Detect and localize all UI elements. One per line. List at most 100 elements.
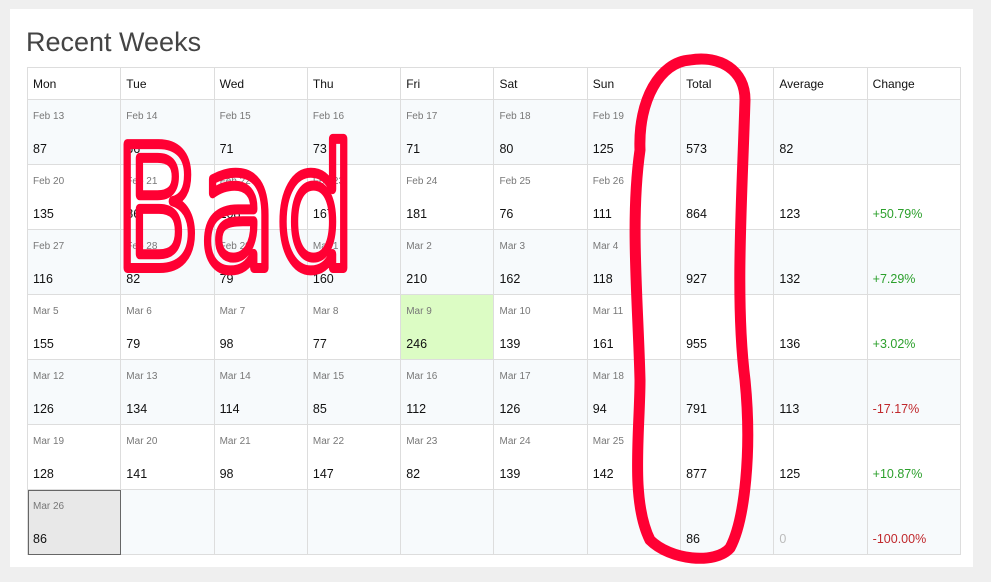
value: 77: [312, 337, 327, 351]
date-label: Mar 3: [499, 241, 526, 252]
date-label: Feb 17: [406, 111, 438, 122]
value: 877: [686, 467, 707, 481]
date-label: Mar 15: [312, 371, 345, 382]
value: 86: [686, 532, 700, 546]
day-cell: Mar 16 112: [400, 359, 495, 425]
date-label: Mar 14: [219, 371, 251, 382]
average-cell: 82: [773, 99, 868, 165]
value: 79: [126, 337, 141, 351]
date-label: Mar 21: [219, 436, 251, 447]
day-cell: Feb 14 66: [120, 99, 215, 165]
value: 98: [219, 467, 234, 481]
value: 94: [592, 402, 607, 416]
value: 113: [779, 402, 800, 416]
day-cell: Mar 25 142: [586, 424, 682, 490]
day-cell: Feb 24 181: [400, 164, 495, 230]
change-cell: +50.79%: [866, 164, 962, 230]
average-cell: 125: [773, 424, 868, 490]
average-cell: 132: [773, 229, 868, 295]
day-cell: Mar 3 162: [493, 229, 588, 295]
change-cell: +10.87%: [866, 424, 962, 490]
date-label: Feb 29: [219, 241, 251, 252]
day-cell: Mar 8 77: [306, 294, 402, 360]
date-label: Feb 26: [592, 176, 624, 187]
date-label: Feb 18: [499, 111, 531, 122]
date-label: Feb 15: [219, 111, 251, 122]
week-row: Mar 26 86 86 0 -100.00%: [26, 489, 962, 555]
average-cell: 0: [773, 489, 868, 555]
empty-day-cell: [120, 489, 215, 555]
value: 147: [312, 467, 334, 481]
day-cell: Feb 15 71: [213, 99, 308, 165]
value: 132: [779, 272, 801, 286]
day-cell: Feb 19 125: [586, 99, 682, 165]
day-cell: Mar 6 79: [120, 294, 215, 360]
date-label: Mar 18: [592, 371, 624, 382]
value: 112: [406, 402, 427, 416]
value: 160: [312, 272, 334, 286]
day-cell: Mar 24 139: [493, 424, 588, 490]
value: 71: [406, 142, 421, 156]
week-row: Feb 20 135 Feb 21 86 Feb 22 108 Feb 23 167 Feb 2…: [26, 164, 962, 230]
date-label: Feb 25: [499, 176, 531, 187]
value: 108: [219, 207, 241, 221]
date-label: Mar 4: [592, 241, 619, 252]
week-row: Mar 19 128 Mar 20 141 Mar 21 98 Mar 22 147 Mar 2…: [26, 424, 962, 490]
total-cell: 864: [680, 164, 775, 230]
value: 181: [406, 207, 428, 221]
day-cell: Feb 27 116: [26, 229, 122, 295]
value: +50.79%: [872, 207, 923, 221]
value: 82: [406, 467, 421, 481]
value: +7.29%: [872, 272, 916, 286]
day-cell: Mar 14 114: [213, 359, 308, 425]
column-header-total: Total: [680, 67, 775, 100]
value: 791: [686, 402, 707, 416]
value: 86: [33, 532, 47, 546]
date-label: Mar 1: [312, 241, 339, 252]
day-cell: Mar 11 161: [586, 294, 682, 360]
date-label: Feb 23: [312, 176, 345, 187]
value: 864: [686, 207, 707, 221]
date-label: Mar 17: [499, 371, 531, 382]
value: 98: [219, 337, 234, 351]
day-cell: Mar 17 126: [493, 359, 588, 425]
date-label: Mar 11: [592, 306, 624, 317]
value: 66: [126, 142, 141, 156]
date-label: Mar 25: [592, 436, 624, 447]
value: 139: [499, 337, 521, 351]
day-cell: Mar 1 160: [306, 229, 402, 295]
date-label: Mar 7: [219, 306, 246, 317]
empty-day-cell: [400, 489, 495, 555]
date-label: Feb 16: [312, 111, 345, 122]
date-label: Mar 23: [406, 436, 438, 447]
value: -17.17%: [872, 402, 920, 416]
date-label: Mar 5: [33, 306, 59, 317]
value: 116: [33, 272, 53, 286]
date-label: Feb 19: [592, 111, 624, 122]
value: 87: [33, 142, 47, 156]
day-cell: Mar 18 94: [586, 359, 682, 425]
value: 136: [779, 337, 801, 351]
date-label: Feb 28: [126, 241, 158, 252]
value: 82: [779, 142, 794, 156]
day-cell: Mar 2 210: [400, 229, 495, 295]
value: 71: [219, 142, 234, 156]
value: 125: [779, 467, 801, 481]
column-header-sat: Sat: [493, 67, 588, 100]
date-label: Mar 13: [126, 371, 158, 382]
value: 111: [592, 207, 612, 221]
column-header-mon: Mon: [26, 67, 122, 100]
change-cell: +3.02%: [866, 294, 962, 360]
value: -100.00%: [872, 532, 927, 546]
day-cell: Mar 12 126: [26, 359, 122, 425]
value: 167: [312, 207, 334, 221]
change-cell: -100.00%: [866, 489, 962, 555]
date-label: Mar 22: [312, 436, 345, 447]
week-row: Feb 27 116 Feb 28 82 Feb 29 79 Mar 1 160 Mar 2 21…: [26, 229, 962, 295]
value: 73: [312, 142, 327, 156]
column-header-fri: Fri: [400, 67, 495, 100]
date-label: Mar 19: [33, 436, 65, 447]
value: 139: [499, 467, 521, 481]
date-label: Mar 6: [126, 306, 152, 317]
day-cell: Feb 22 108: [213, 164, 308, 230]
